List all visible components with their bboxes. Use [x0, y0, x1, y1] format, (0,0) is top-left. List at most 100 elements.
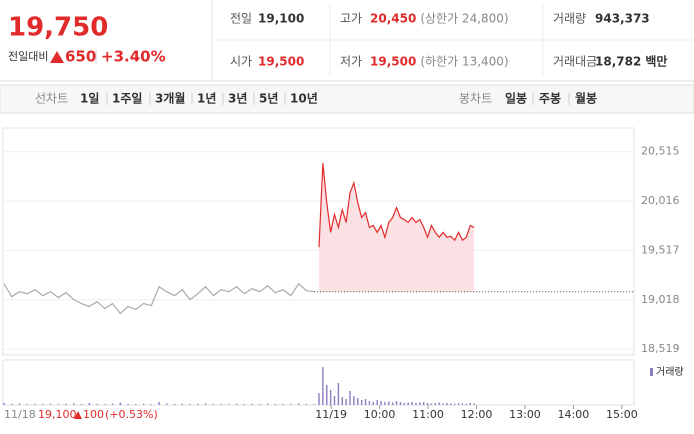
volume-bar [49, 403, 52, 405]
volume-bar [80, 404, 83, 405]
volume-bar [96, 403, 98, 405]
volume-bar [204, 403, 207, 405]
volume-bar [127, 404, 129, 405]
x-tick-label: 10:00 [364, 408, 396, 421]
cell-value: 19,500 [258, 55, 304, 69]
volume-bar [3, 403, 5, 405]
volume-bar [65, 403, 67, 405]
cell-label: 저가 [340, 55, 362, 69]
volume-bar [457, 403, 460, 405]
volume-bar [57, 404, 59, 405]
tab[interactable]: 10년 [290, 92, 318, 106]
price: 19,750 [8, 13, 108, 43]
volume-bar [426, 403, 429, 405]
volume-bar [368, 401, 371, 405]
tab[interactable]: 주봉 [539, 92, 561, 106]
volume-bar [34, 403, 36, 405]
volume-bar [422, 402, 425, 405]
volume-bar [403, 403, 405, 405]
tab[interactable]: 3년 [228, 92, 247, 106]
volume-bar [461, 403, 464, 405]
tab[interactable]: 월봉 [575, 91, 597, 106]
volume-bar [235, 403, 238, 405]
volume-bar [26, 404, 28, 405]
volume-bar [166, 403, 168, 405]
volume-bar [313, 404, 315, 405]
tab[interactable]: 일봉 [505, 92, 527, 106]
rate: +3.40% [101, 48, 166, 66]
volume-bar [135, 404, 137, 405]
volume-bar [337, 383, 340, 405]
volume-bar [282, 404, 284, 405]
volume-bar [243, 404, 246, 405]
cell-label: 거래대금 [553, 55, 597, 69]
cell-label: 전일 [230, 12, 252, 26]
cell-note: (상한가 24,800) [420, 12, 508, 26]
legend-swatch [650, 368, 653, 376]
volume-bar [104, 404, 106, 405]
change: 650 [65, 48, 96, 66]
change-label: 전일대비 [8, 49, 48, 63]
volume-bar [158, 402, 160, 405]
volume-bar [111, 403, 114, 405]
price-line [3, 282, 315, 315]
volume-bar [446, 403, 448, 405]
footer-date: 11/18 [4, 408, 36, 421]
volume-bar [322, 367, 324, 405]
volume-bar [407, 402, 409, 405]
x-tick-label: 11:00 [412, 408, 444, 421]
volume-bar [11, 404, 13, 405]
volume-bar [329, 390, 332, 405]
volume-bar [88, 403, 90, 405]
volume-bar [364, 399, 367, 405]
tab-group-label: 봉차트 [459, 92, 492, 106]
volume-bar [345, 399, 347, 405]
volume-bar [290, 404, 292, 405]
volume-bar [18, 403, 21, 405]
volume-bar [259, 404, 261, 405]
volume-bar [189, 404, 191, 405]
volume-bar [442, 403, 444, 405]
volume-bar [197, 403, 199, 405]
footer-rate: (+0.53%) [105, 408, 158, 421]
footer-price: 19,100 [38, 408, 77, 421]
volume-bar [434, 403, 437, 405]
legend-label: 거래량 [656, 366, 684, 378]
y-tick-label: 19,018 [641, 293, 680, 306]
cell-value: 18,782 [595, 55, 641, 69]
y-tick-label: 20,515 [641, 145, 680, 158]
cell-value: 19,100 [258, 12, 304, 26]
plot-frame [2, 127, 635, 356]
cell-label: 시가 [230, 55, 252, 69]
volume-bar [419, 402, 421, 405]
volume-bar [473, 403, 475, 405]
volume-bar [411, 402, 413, 405]
volume-bar [372, 402, 374, 405]
cell-label: 거래량 [553, 12, 586, 26]
volume-bar [173, 404, 176, 405]
volume-bar [228, 404, 230, 405]
volume-bar [450, 403, 452, 405]
volume-bar [376, 400, 378, 405]
y-tick-label: 20,016 [641, 194, 680, 207]
volume-bar [142, 403, 145, 405]
volume-bar [318, 393, 320, 405]
area-fill [319, 163, 475, 292]
volume-bar [212, 404, 215, 405]
volume-bar [73, 403, 75, 405]
price-line [318, 163, 475, 248]
tab[interactable]: 1주일 [112, 92, 142, 106]
cell-value: 943,373 [595, 12, 650, 26]
tab[interactable]: 3개월 [155, 91, 185, 106]
volume-bar [333, 396, 336, 405]
volume-bar [181, 403, 184, 405]
tab[interactable]: 5년 [259, 92, 278, 106]
cell-label: 고가 [340, 12, 362, 26]
tab[interactable]: 1년 [197, 92, 216, 106]
tab[interactable]: 1일 [80, 92, 99, 106]
volume-bar [360, 400, 363, 405]
x-tick-label: 12:00 [461, 408, 493, 421]
up-icon [74, 411, 82, 419]
volume-bar [297, 403, 300, 405]
